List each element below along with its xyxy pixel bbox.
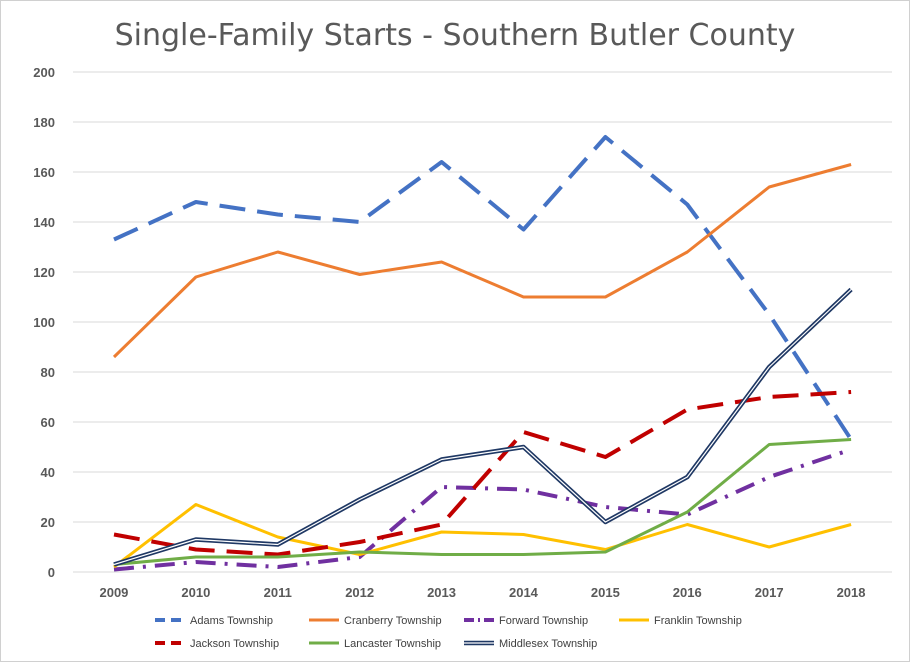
legend-label: Jackson Township [190,638,279,650]
series-line [113,390,852,557]
series-forward-township [113,447,852,572]
legend: Adams Township Cranberry Township Forward … [155,615,742,650]
legend-entry: Lancaster Township [309,638,441,650]
legend-entry: Middlesex Township [464,638,597,650]
series-line [112,163,852,359]
series-line [113,447,852,572]
legend-label: Forward Township [499,615,588,627]
chart-title: Single-Family Starts - Southern Butler C… [115,18,796,53]
series-jackson-township [113,390,852,557]
series-adams-township [113,135,853,441]
series-lancaster-township [113,438,852,566]
y-tick-label: 140 [33,215,55,230]
legend-label: Franklin Township [654,615,742,627]
y-tick-label: 200 [33,65,55,80]
y-tick-label: 40 [41,465,55,480]
legend-entry: Forward Township [464,615,588,627]
y-tick-label: 100 [33,315,55,330]
series-line [113,438,852,566]
y-tick-label: 60 [41,415,55,430]
gridlines [73,71,892,573]
legend-label: Adams Township [190,615,273,627]
legend-label: Middlesex Township [499,638,597,650]
x-tick-label: 2018 [837,585,866,600]
y-tick-label: 80 [41,365,55,380]
y-tick-label: 160 [33,165,55,180]
series-lines [112,135,853,572]
x-axis-ticks: 2009 2010 2011 2012 2013 2014 2015 2016 2017 2018 [99,585,865,600]
series-cranberry-township [112,163,852,359]
legend-entry: Franklin Township [619,615,742,627]
y-tick-label: 0 [48,565,55,580]
series-middlesex-township [113,287,853,567]
legend-entry: Cranberry Township [309,615,442,627]
y-axis-ticks: 0 20 40 60 80 100 120 140 160 180 200 [33,65,55,580]
x-tick-label: 2012 [345,585,374,600]
y-tick-label: 20 [41,515,55,530]
x-tick-label: 2015 [591,585,620,600]
legend-label: Cranberry Township [344,615,442,627]
legend-entry: Jackson Township [155,638,279,650]
series-franklin-township [113,503,852,569]
legend-label: Lancaster Township [344,638,441,650]
x-tick-label: 2016 [673,585,702,600]
series-line-outer [113,287,853,567]
x-tick-label: 2013 [427,585,456,600]
x-tick-label: 2009 [99,585,128,600]
x-tick-label: 2017 [755,585,784,600]
x-tick-label: 2010 [181,585,210,600]
legend-entry: Adams Township [155,615,273,627]
x-tick-label: 2014 [509,585,539,600]
x-tick-label: 2011 [264,585,292,600]
y-tick-label: 120 [33,265,55,280]
series-line [113,135,853,441]
series-line-inner [113,289,852,566]
y-tick-label: 180 [33,115,55,130]
series-line [113,503,852,569]
